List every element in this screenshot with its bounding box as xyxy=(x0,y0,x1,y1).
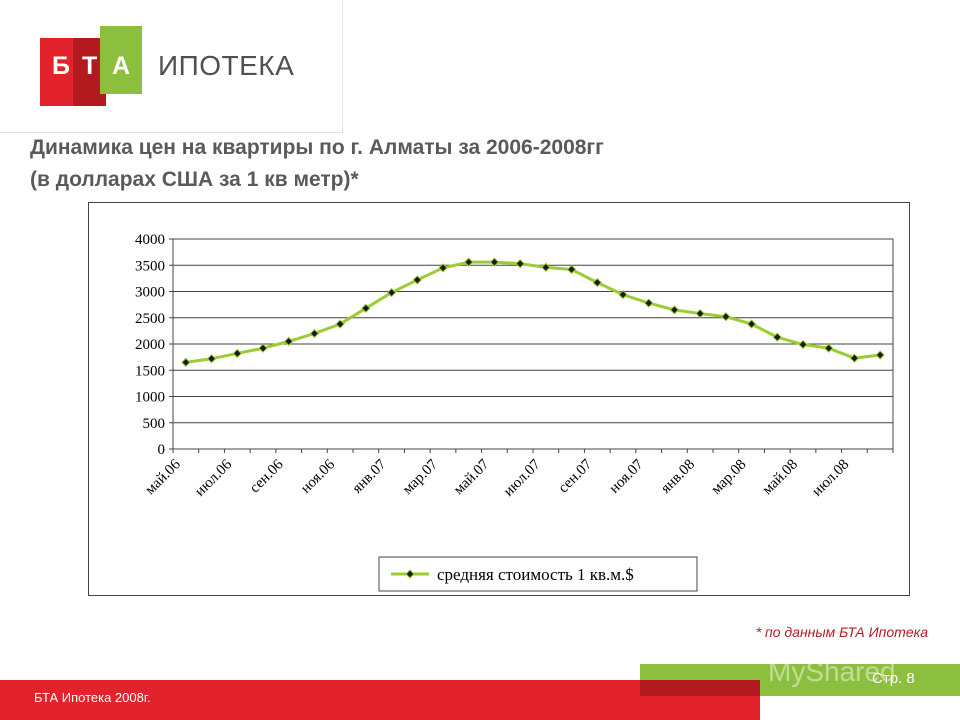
series-line-0 xyxy=(185,260,881,364)
data-point-1 xyxy=(206,353,217,364)
data-point-20 xyxy=(695,308,705,319)
data-point-5 xyxy=(309,328,320,339)
data-point-19 xyxy=(669,305,680,315)
data-point-11 xyxy=(464,257,474,267)
data-point-8 xyxy=(386,287,397,298)
logo-letter-3: А xyxy=(112,52,131,80)
data-point-16 xyxy=(592,277,602,288)
legend-label: средняя стоимость 1 кв.м.$ xyxy=(437,565,634,584)
x-tick-label-10: янв.08 xyxy=(658,457,698,497)
logo-word: ИПОТЕКА xyxy=(158,50,295,81)
title-line-2: (в долларах США за 1 кв метр)* xyxy=(30,168,359,191)
data-point-6 xyxy=(335,319,345,329)
legend-swatch-marker xyxy=(405,569,415,579)
x-tick-label-7: июл.07 xyxy=(501,456,545,500)
data-point-2 xyxy=(232,348,242,359)
footnote: * по данным БТА Ипотека xyxy=(755,624,928,640)
legend-box xyxy=(378,556,698,592)
x-tick-label-11: мар.08 xyxy=(708,457,749,498)
x-tick-label-0: май.06 xyxy=(142,456,184,498)
data-point-15 xyxy=(566,264,577,275)
footer-company-text: БТА Ипотека 2008г. xyxy=(34,690,151,705)
data-point-13 xyxy=(515,258,525,269)
y-tick-label-7: 3500 xyxy=(135,258,165,274)
title-line-1: Динамика цен на квартиры по г. Алматы за… xyxy=(30,136,604,159)
x-tick-label-13: июл.08 xyxy=(809,457,852,500)
watermark: MyShared xyxy=(768,656,896,687)
x-tick-label-9: ноя.07 xyxy=(606,456,647,497)
y-tick-label-1: 500 xyxy=(143,416,166,432)
x-tick-label-2: сен.06 xyxy=(247,456,287,496)
footer-dark-bar xyxy=(640,680,760,696)
x-tick-label-5: мар.07 xyxy=(400,456,442,498)
data-point-22 xyxy=(746,319,757,329)
y-tick-label-5: 2500 xyxy=(135,311,165,327)
x-tick-label-1: июл.06 xyxy=(192,456,236,500)
x-tick-label-8: сен.07 xyxy=(555,456,595,496)
footer-red-bar xyxy=(0,680,760,720)
logo-letter-2: Т xyxy=(82,52,98,80)
chart-frame: 0 500 1000 1500 2000 2500 3000 3500 4000 май.06 ию… xyxy=(88,202,910,596)
data-point-27 xyxy=(875,350,885,360)
y-tick-label-8: 4000 xyxy=(135,232,165,248)
y-tick-label-3: 1500 xyxy=(135,363,165,379)
data-point-3 xyxy=(258,343,268,353)
logo-letter-1: Б xyxy=(52,52,70,80)
data-point-12 xyxy=(489,257,500,267)
page-title: Динамика цен на квартиры по г. Алматы за… xyxy=(30,132,930,196)
data-point-7 xyxy=(361,303,371,314)
data-point-14 xyxy=(541,262,551,273)
data-point-17 xyxy=(618,289,628,300)
x-tick-label-3: ноя.06 xyxy=(298,456,339,497)
x-tick-label-4: янв.07 xyxy=(349,456,389,496)
y-tick-label-2: 1000 xyxy=(135,390,165,406)
data-point-26 xyxy=(849,353,860,363)
x-tick-label-12: май.08 xyxy=(759,457,801,499)
data-point-18 xyxy=(644,298,654,308)
data-point-24 xyxy=(798,339,808,350)
data-point-25 xyxy=(824,343,834,353)
data-point-23 xyxy=(772,332,782,342)
page-number: Стр. 8 xyxy=(872,670,915,687)
data-point-9 xyxy=(412,275,422,285)
data-point-4 xyxy=(284,336,294,347)
data-point-10 xyxy=(438,263,448,273)
logo-square-green xyxy=(100,26,142,94)
data-point-0 xyxy=(181,357,191,368)
x-tick-label-6: май.07 xyxy=(451,456,493,498)
data-point-21 xyxy=(721,311,731,322)
y-tick-label-4: 2000 xyxy=(135,337,165,353)
y-tick-label-0: 0 xyxy=(158,442,166,458)
logo-panel: Б Т А ИПОТЕКА xyxy=(0,0,343,133)
y-tick-label-6: 3000 xyxy=(135,285,165,301)
